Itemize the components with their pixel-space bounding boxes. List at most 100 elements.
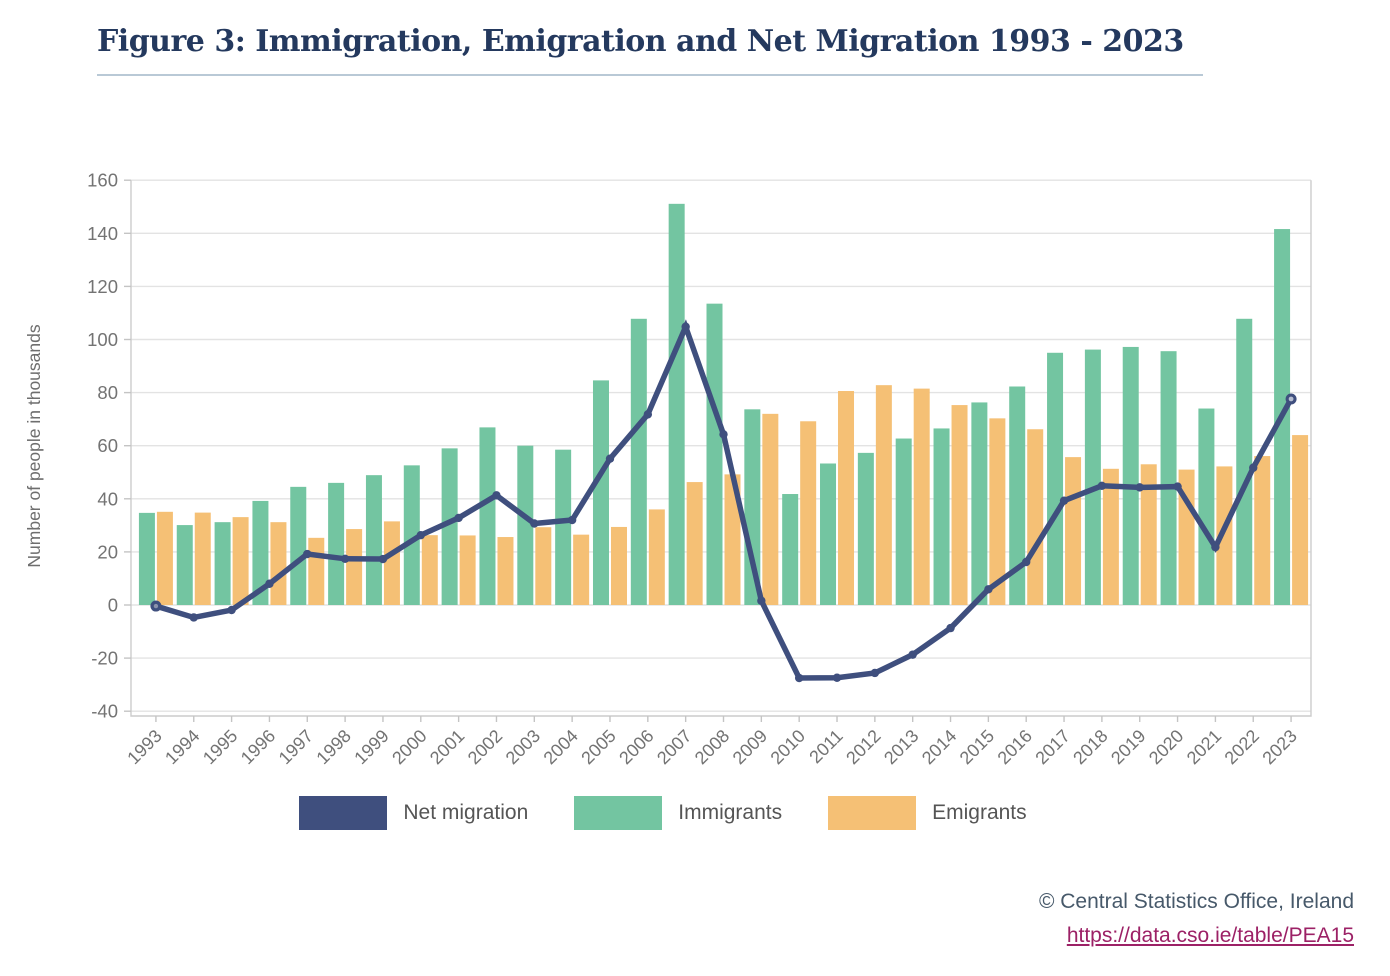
emigrants-bar xyxy=(762,413,779,605)
x-tick-label: 2006 xyxy=(615,726,657,768)
x-tick-label: 1999 xyxy=(350,726,392,768)
net-marker xyxy=(416,530,425,540)
immigrants-bar xyxy=(555,449,572,605)
immigrants-bar xyxy=(857,452,874,605)
y-tick-label: 0 xyxy=(108,595,118,616)
x-tick-label: 2005 xyxy=(577,726,619,768)
x-tick-label: 2013 xyxy=(880,726,922,768)
immigrants-bar xyxy=(441,448,458,605)
x-tick-label: 1997 xyxy=(275,726,317,768)
emigrants-bar xyxy=(459,535,476,605)
immigrants-bar xyxy=(744,409,761,605)
legend-swatch-emigrants xyxy=(828,796,917,830)
legend-label-net-migration: Net migration xyxy=(403,801,529,824)
y-tick-label: 100 xyxy=(87,329,118,350)
bars-immigrants xyxy=(138,203,1291,605)
x-tick-label: 2007 xyxy=(653,726,695,768)
emigrants-bar xyxy=(156,511,173,605)
legend-item-immigrants: Immigrants xyxy=(574,796,782,830)
x-tick-label: 2009 xyxy=(729,726,771,768)
copyright-text: © Central Statistics Office, Ireland xyxy=(1038,890,1354,913)
emigrants-bar xyxy=(800,421,817,605)
x-tick-label: 2001 xyxy=(426,726,468,768)
legend-swatch-net-migration xyxy=(299,796,388,830)
immigrants-bar xyxy=(592,380,609,605)
net-marker xyxy=(567,515,577,525)
emigrants-bar xyxy=(573,534,590,605)
emigrants-bar xyxy=(1292,435,1309,605)
immigrants-bar xyxy=(290,486,307,605)
emigrants-bar xyxy=(989,418,1006,605)
emigrants-bar xyxy=(1065,457,1082,605)
immigrants-bar xyxy=(403,465,420,605)
net-marker-end-inner xyxy=(1288,396,1294,402)
x-tick-label: 1993 xyxy=(123,726,165,768)
y-tick-label: 120 xyxy=(87,276,118,297)
net-marker xyxy=(340,554,350,564)
emigrants-bar xyxy=(1254,456,1271,605)
x-tick-label: 2000 xyxy=(388,726,430,768)
legend-swatch-immigrants xyxy=(574,796,663,830)
immigrants-bar xyxy=(895,438,912,605)
x-tick-label: 2008 xyxy=(691,726,733,768)
source-link[interactable]: https://data.cso.ie/table/PEA15 xyxy=(1066,923,1354,947)
y-axis-title: Number of people in thousands xyxy=(24,324,44,567)
immigrants-bar xyxy=(1160,351,1177,605)
net-migration-line xyxy=(155,319,1294,681)
immigrants-bar xyxy=(252,500,269,605)
emigrants-bar xyxy=(1216,466,1233,605)
legend-item-net-migration: Net migration xyxy=(299,796,528,830)
emigrants-bar xyxy=(1102,468,1119,605)
x-tick-label: 2011 xyxy=(805,726,847,768)
title-underline xyxy=(97,74,1203,76)
x-tick-label: 2004 xyxy=(540,726,582,768)
immigrants-bar xyxy=(782,494,799,605)
x-tick-label: 2020 xyxy=(1145,726,1187,768)
net-marker xyxy=(189,613,198,622)
immigrants-bar xyxy=(138,512,155,605)
immigrants-bar xyxy=(1047,352,1064,605)
net-marker xyxy=(303,549,312,559)
immigrants-bar xyxy=(328,482,345,605)
emigrants-bar xyxy=(951,405,968,605)
net-marker xyxy=(530,519,539,528)
page-title: Figure 3: Immigration, Emigration and Ne… xyxy=(97,24,1184,59)
y-tick-label: 20 xyxy=(97,541,118,562)
net-marker xyxy=(757,596,766,605)
emigrants-bar xyxy=(1027,429,1044,605)
legend-item-emigrants: Emigrants xyxy=(828,796,1027,830)
net-marker xyxy=(265,579,274,588)
emigrants-bar xyxy=(610,526,627,605)
emigrants-bar xyxy=(346,529,363,605)
immigrants-bar xyxy=(630,318,647,605)
emigrants-bar xyxy=(913,388,930,605)
net-marker xyxy=(1211,542,1220,552)
x-tick-label: 1995 xyxy=(199,726,241,768)
x-tick-label: 2023 xyxy=(1258,726,1300,768)
net-marker xyxy=(1022,557,1031,567)
x-tick-label: 2018 xyxy=(1069,726,1111,768)
immigrants-bar xyxy=(971,402,988,605)
immigrants-bar xyxy=(1084,349,1101,605)
immigrants-bar xyxy=(365,475,382,605)
x-axis: 1993199419951996199719981999200020012002… xyxy=(123,716,1301,768)
net-migration-markers xyxy=(150,322,1297,683)
net-marker xyxy=(1059,496,1069,505)
net-marker xyxy=(870,668,880,678)
immigrants-bar xyxy=(176,525,193,605)
y-tick-label: 40 xyxy=(97,488,118,509)
x-tick-label: 2012 xyxy=(842,726,884,768)
x-tick-label: 2002 xyxy=(464,726,506,768)
net-marker xyxy=(1135,483,1144,492)
net-marker xyxy=(794,673,804,683)
net-marker xyxy=(946,623,955,633)
legend: Net migration Immigrants Emigrants xyxy=(0,796,1358,830)
y-tick-label: 160 xyxy=(87,170,118,191)
immigrants-bar xyxy=(214,522,231,605)
emigrants-bar xyxy=(875,385,892,605)
bars-emigrants xyxy=(156,385,1309,605)
immigrants-bar xyxy=(1009,386,1026,605)
emigrants-bar xyxy=(724,474,741,605)
emigrants-bar xyxy=(838,391,855,605)
y-tick-label: -20 xyxy=(91,648,118,669)
